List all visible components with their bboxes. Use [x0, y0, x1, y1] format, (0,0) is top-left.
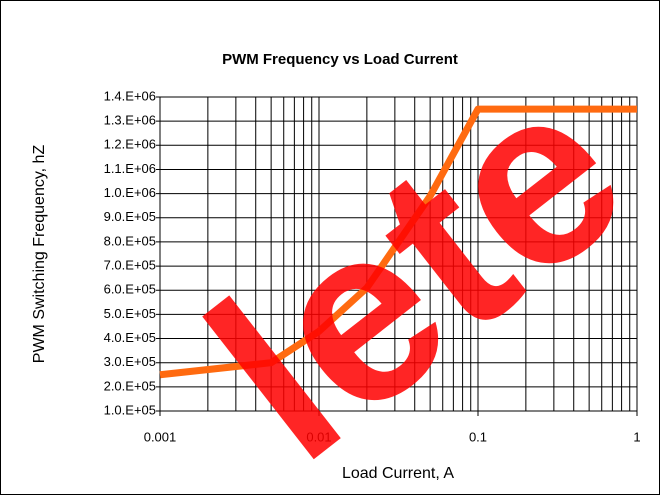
- y-tick-label: 1.1.E+06: [104, 161, 156, 176]
- y-tick-label: 9.0.E+05: [104, 209, 156, 224]
- x-tick-label: 1: [633, 429, 640, 444]
- y-tick-label: 7.0.E+05: [104, 258, 156, 273]
- chart-title: PWM Frequency vs Load Current: [222, 51, 458, 68]
- x-tick-label: 0.001: [144, 429, 177, 444]
- y-tick-label: 1.0.E+05: [104, 402, 156, 417]
- y-axis-label: PWM Switching Frequency, hZ: [31, 145, 48, 364]
- y-tick-label: 6.0.E+05: [104, 282, 156, 297]
- y-tick-label: 8.0.E+05: [104, 233, 156, 248]
- y-tick-label: 1.3.E+06: [104, 113, 156, 128]
- chart: PWM Frequency vs Load Current Load Curre…: [0, 0, 661, 496]
- y-tick-label: 1.2.E+06: [104, 137, 156, 152]
- y-tick-label: 3.0.E+05: [104, 354, 156, 369]
- y-tick-label: 1.4.E+06: [104, 88, 156, 103]
- y-tick-label: 4.0.E+05: [104, 330, 156, 345]
- y-tick-label: 1.0.E+06: [104, 185, 156, 200]
- y-tick-label: 2.0.E+05: [104, 378, 156, 393]
- x-tick-label: 0.1: [469, 429, 487, 444]
- y-tick-label: 5.0.E+05: [104, 306, 156, 321]
